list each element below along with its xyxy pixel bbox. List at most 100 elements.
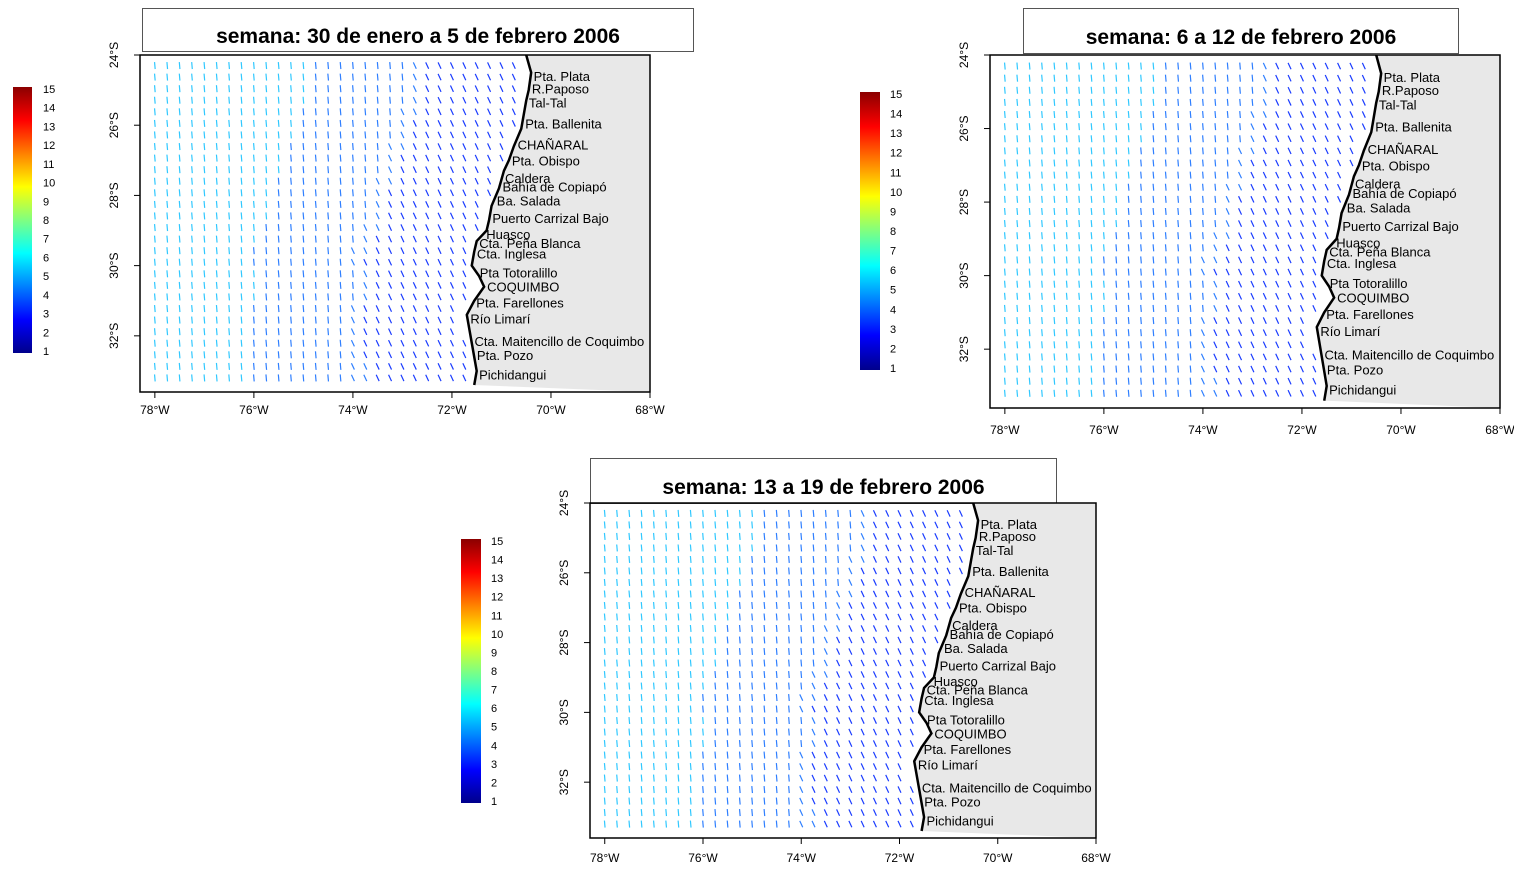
wind-arrow bbox=[788, 693, 790, 702]
wind-arrow bbox=[848, 556, 853, 563]
wind-arrow bbox=[837, 567, 839, 575]
wind-arrow bbox=[1189, 353, 1192, 361]
colorbar-tick-label: 4 bbox=[43, 290, 49, 302]
wind-arrow bbox=[178, 189, 181, 197]
wind-arrow bbox=[836, 590, 841, 598]
wind-arrow bbox=[628, 682, 631, 690]
wind-arrow bbox=[702, 774, 704, 782]
place-label: Pichidangui bbox=[479, 367, 546, 382]
wind-arrow bbox=[1262, 135, 1267, 143]
wind-arrow bbox=[1028, 195, 1031, 203]
wind-arrow bbox=[1324, 195, 1329, 203]
wind-arrow bbox=[462, 189, 467, 197]
wind-arrow bbox=[1225, 220, 1230, 228]
wind-arrow bbox=[1312, 74, 1317, 82]
wind-arrow bbox=[1238, 244, 1243, 252]
wind-arrow bbox=[665, 762, 668, 771]
wind-arrow bbox=[352, 61, 354, 70]
wind-arrow bbox=[1164, 268, 1167, 276]
wind-arrow bbox=[1225, 292, 1230, 300]
wind-arrow bbox=[665, 682, 668, 690]
wind-arrow bbox=[934, 602, 939, 609]
wind-arrow bbox=[1226, 135, 1229, 143]
place-label: Cta. Inglesa bbox=[1327, 256, 1397, 271]
wind-arrow bbox=[860, 751, 865, 759]
wind-arrow bbox=[1016, 159, 1019, 167]
wind-arrow bbox=[449, 108, 454, 116]
x-tick-label: 72°W bbox=[437, 403, 467, 417]
wind-arrow bbox=[364, 177, 367, 185]
wind-arrow bbox=[763, 774, 766, 782]
wind-arrow bbox=[474, 177, 479, 185]
wind-arrow bbox=[153, 119, 156, 127]
wind-arrow bbox=[364, 119, 367, 127]
wind-arrow bbox=[665, 544, 668, 552]
wind-arrow bbox=[1337, 86, 1342, 94]
wind-arrow bbox=[1065, 98, 1068, 106]
wind-arrow bbox=[400, 293, 405, 301]
wind-arrow bbox=[1102, 195, 1105, 203]
wind-arrow bbox=[191, 200, 193, 208]
wind-arrow bbox=[203, 235, 206, 243]
place-label: Cta. Maitencillo de Coquimbo bbox=[1324, 348, 1494, 363]
wind-arrow bbox=[178, 61, 181, 70]
wind-arrow bbox=[714, 693, 717, 702]
wind-arrow bbox=[909, 544, 914, 552]
wind-arrow bbox=[1028, 147, 1031, 155]
wind-arrow bbox=[1202, 183, 1204, 191]
wind-arrow bbox=[191, 154, 193, 162]
wind-arrow bbox=[425, 293, 430, 301]
wind-arrow bbox=[1238, 159, 1243, 167]
wind-arrow bbox=[763, 751, 766, 759]
wind-arrow bbox=[849, 521, 852, 529]
wind-arrow bbox=[339, 61, 342, 70]
wind-arrow bbox=[1078, 98, 1081, 106]
wind-arrow bbox=[240, 108, 243, 116]
wind-arrow bbox=[1003, 135, 1006, 143]
wind-arrow bbox=[228, 293, 231, 301]
wind-arrow bbox=[290, 119, 292, 127]
wind-arrow bbox=[1041, 135, 1043, 143]
wind-arrow bbox=[1078, 389, 1081, 397]
wind-arrow bbox=[228, 119, 231, 127]
wind-arrow bbox=[823, 809, 828, 816]
wind-arrow bbox=[153, 339, 156, 347]
wind-arrow bbox=[178, 96, 181, 104]
wind-arrow bbox=[1324, 135, 1329, 143]
wind-arrow bbox=[897, 774, 902, 782]
colorbar-tick-label: 13 bbox=[491, 573, 503, 585]
wind-arrow bbox=[265, 73, 268, 81]
wind-arrow bbox=[714, 785, 717, 794]
wind-arrow bbox=[603, 808, 606, 817]
colorbar-tick-label: 11 bbox=[890, 167, 901, 179]
wind-arrow bbox=[389, 61, 391, 70]
wind-arrow bbox=[652, 751, 655, 759]
wind-arrow bbox=[350, 305, 355, 312]
wind-arrow bbox=[1102, 292, 1105, 300]
wind-arrow bbox=[1053, 389, 1056, 397]
wind-arrow bbox=[375, 270, 380, 278]
wind-arrow bbox=[860, 567, 865, 575]
place-label: COQUIMBO bbox=[934, 726, 1006, 741]
wind-arrow bbox=[872, 556, 877, 563]
wind-arrow bbox=[352, 212, 354, 220]
wind-arrow bbox=[1312, 171, 1317, 179]
y-tick-label: 30°S bbox=[557, 699, 571, 725]
wind-arrow bbox=[228, 235, 231, 243]
wind-arrow bbox=[689, 613, 692, 621]
wind-arrow bbox=[462, 62, 467, 69]
wind-arrow bbox=[751, 659, 754, 667]
wind-arrow bbox=[290, 73, 292, 81]
wind-arrow bbox=[848, 682, 853, 690]
wind-arrow bbox=[412, 85, 417, 93]
wind-arrow bbox=[277, 351, 280, 359]
wind-arrow bbox=[1065, 110, 1068, 119]
place-label: Pta. Pozo bbox=[1327, 362, 1383, 377]
wind-arrow bbox=[1078, 147, 1081, 155]
place-label: Cta. Peña Blanca bbox=[479, 236, 581, 251]
wind-arrow bbox=[1115, 86, 1118, 94]
wind-arrow bbox=[314, 177, 317, 185]
wind-arrow bbox=[1225, 268, 1230, 276]
wind-arrow bbox=[1152, 98, 1155, 106]
wind-arrow bbox=[511, 96, 516, 104]
